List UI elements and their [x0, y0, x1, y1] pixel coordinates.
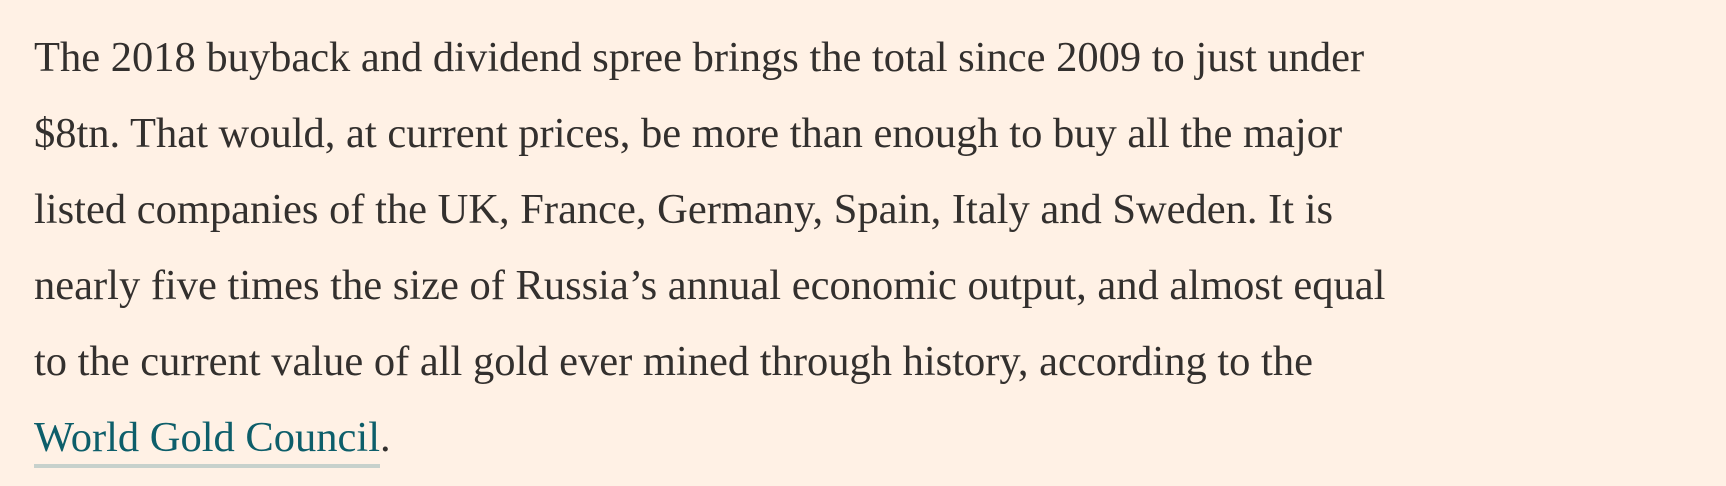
- paragraph-line-4: nearly five times the size of Russia’s a…: [34, 262, 1386, 309]
- paragraph-line-6: World Gold Council.: [34, 400, 1385, 476]
- paragraph-line-5: to the current value of all gold ever mi…: [34, 338, 1313, 385]
- paragraph-line-1: The 2018 buyback and dividend spree brin…: [34, 34, 1365, 81]
- world-gold-council-link[interactable]: World Gold Council: [34, 414, 380, 468]
- paragraph-line-3: listed companies of the UK, France, Germ…: [34, 186, 1334, 233]
- article-paragraph: The 2018 buyback and dividend spree brin…: [34, 20, 1385, 476]
- paragraph-line-2: $8tn. That would, at current prices, be …: [34, 110, 1343, 157]
- paragraph-period: .: [380, 414, 391, 461]
